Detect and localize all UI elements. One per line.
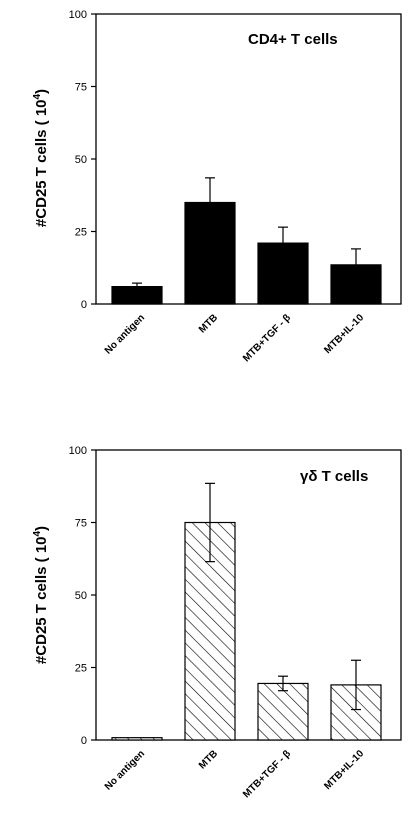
category-label: MTB+IL-10 [322, 312, 366, 356]
plot-frame [95, 13, 402, 305]
panel-gamma-delta: γδ T cells #CD25 T cells ( 104) 0 25 50 75 1… [32, 445, 402, 800]
y-tick-label: 50 [75, 154, 87, 166]
y-tick-label: 100 [69, 9, 87, 21]
bar [330, 264, 382, 305]
y-tick-label: 0 [81, 299, 87, 311]
category-label: MTB [197, 748, 220, 771]
panel-cd4: CD4+ T cells #CD25 T cells ( 104) 0 25 50 7… [32, 9, 402, 364]
category-label: MTB+TGF - β [241, 748, 293, 800]
y-axis-label: #CD25 T cells ( 104) [32, 89, 50, 227]
category-label: No antigen [103, 312, 147, 356]
y-tick-label: 75 [75, 82, 87, 94]
y-tick-label: 25 [75, 227, 87, 239]
category-label: MTB+IL-10 [322, 748, 366, 792]
y-tick-label: 25 [75, 663, 87, 675]
bar [111, 737, 163, 741]
y-axis-label: #CD25 T cells ( 104) [32, 526, 50, 664]
bar [111, 286, 163, 305]
bar [257, 242, 309, 305]
bar [257, 682, 309, 741]
category-label: MTB [197, 312, 220, 335]
panel-title: CD4+ T cells [248, 31, 338, 48]
y-tick-label: 50 [75, 590, 87, 602]
panel-title: γδ T cells [300, 468, 368, 485]
y-tick-label: 100 [69, 445, 87, 457]
y-tick-label: 75 [75, 518, 87, 530]
y-tick-label: 0 [81, 735, 87, 747]
category-label: MTB+TGF - β [241, 312, 293, 364]
bar [184, 201, 236, 305]
category-label: No antigen [103, 748, 147, 792]
